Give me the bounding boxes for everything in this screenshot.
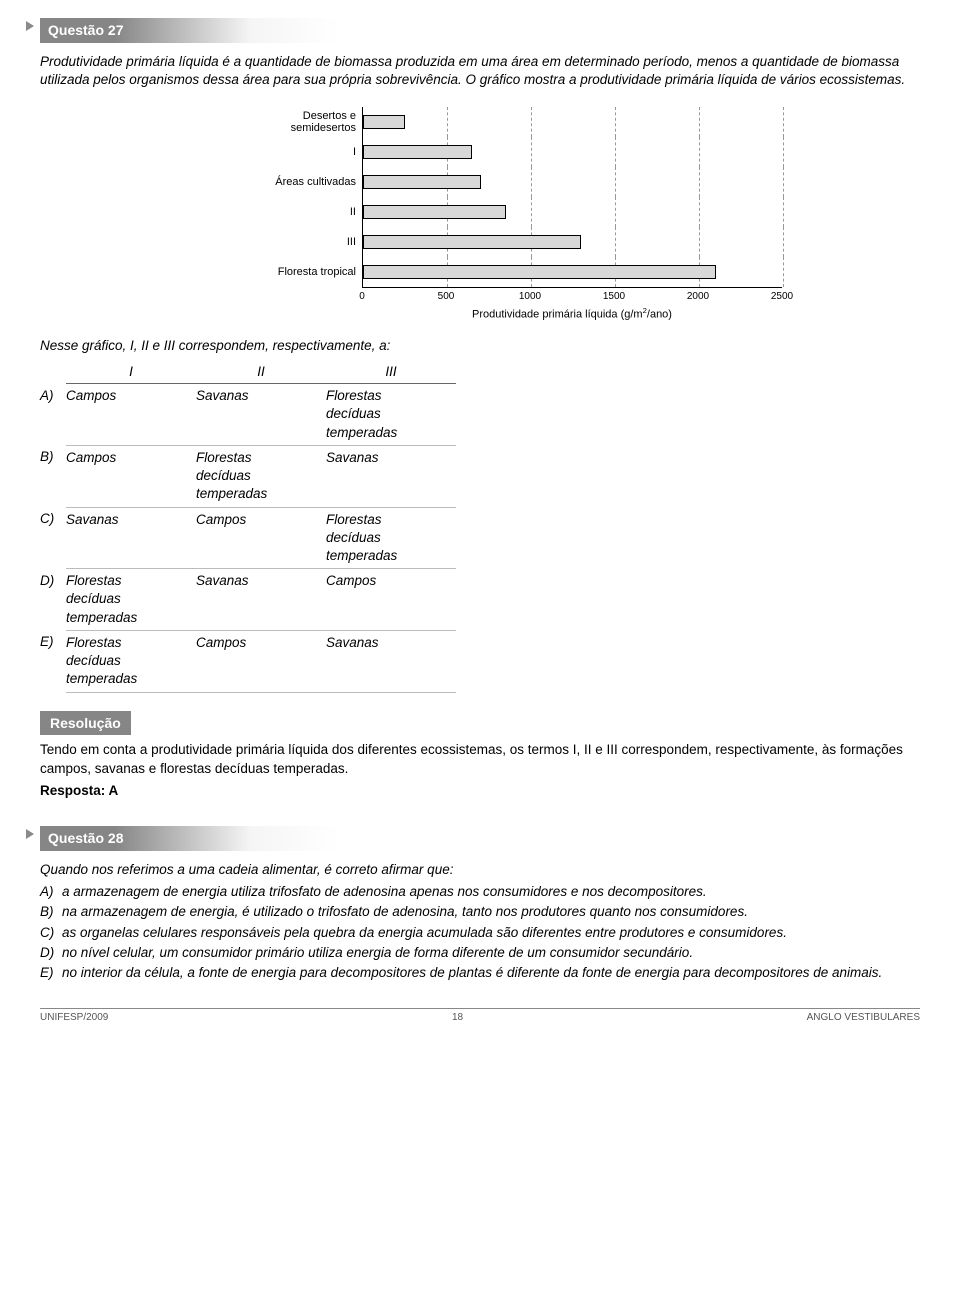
options-column-header: I bbox=[66, 361, 196, 384]
question-27-answer: Resposta: A bbox=[40, 782, 920, 800]
option-text: a armazenagem de energia utiliza trifosf… bbox=[62, 883, 707, 901]
option-letter: B) bbox=[40, 445, 66, 507]
question-28-option: E)no interior da célula, a fonte de ener… bbox=[40, 964, 920, 982]
chart-row: I bbox=[270, 137, 920, 167]
option-letter: C) bbox=[40, 924, 62, 942]
question-27-options-table: IIIIII A)CamposSavanasFlorestas decíduas… bbox=[40, 361, 456, 693]
chart-bar bbox=[363, 205, 506, 219]
chart-tick-label: 0 bbox=[359, 290, 365, 304]
option-row: C)SavanasCamposFlorestas decíduas temper… bbox=[40, 507, 456, 569]
option-cell: Florestas decíduas temperadas bbox=[66, 569, 196, 631]
chart-bar bbox=[363, 235, 581, 249]
chart-row: II bbox=[270, 197, 920, 227]
page-footer: UNIFESP/2009 18 ANGLO VESTIBULARES bbox=[40, 1008, 920, 1025]
chart-category-label: Desertos e semidesertos bbox=[270, 110, 362, 134]
footer-right: ANGLO VESTIBULARES bbox=[807, 1011, 920, 1025]
chart-plot-area bbox=[362, 137, 782, 167]
footer-page-number: 18 bbox=[452, 1011, 463, 1025]
option-row: B)CamposFlorestas decíduas temperadasSav… bbox=[40, 445, 456, 507]
option-cell: Savanas bbox=[196, 569, 326, 631]
option-cell: Campos bbox=[196, 507, 326, 569]
option-text: as organelas celulares responsáveis pela… bbox=[62, 924, 787, 942]
option-letter: A) bbox=[40, 384, 66, 446]
chart-category-label: II bbox=[270, 206, 362, 218]
chart-tick-label: 2000 bbox=[687, 290, 709, 304]
resolution-body: Tendo em conta a produtividade primária … bbox=[40, 741, 920, 777]
chart-row: Floresta tropical bbox=[270, 257, 920, 287]
chart-tick-label: 500 bbox=[438, 290, 455, 304]
options-column-header: III bbox=[326, 361, 456, 384]
question-28-option: D)no nível celular, um consumidor primár… bbox=[40, 944, 920, 962]
option-cell: Savanas bbox=[66, 507, 196, 569]
option-letter: D) bbox=[40, 569, 66, 631]
question-27-subprompt: Nesse gráfico, I, II e III correspondem,… bbox=[40, 337, 920, 355]
option-letter: A) bbox=[40, 883, 62, 901]
chart-row: III bbox=[270, 227, 920, 257]
question-28-header: Questão 28 bbox=[40, 826, 340, 851]
option-cell: Campos bbox=[66, 445, 196, 507]
chart-plot-area bbox=[362, 257, 782, 287]
chart-category-label: I bbox=[270, 146, 362, 158]
option-cell: Campos bbox=[196, 630, 326, 692]
productivity-bar-chart: Desertos e semidesertos I Áreas cultivadas… bbox=[270, 107, 920, 323]
chart-plot-area bbox=[362, 227, 782, 257]
option-row: D)Florestas decíduas temperadasSavanasCa… bbox=[40, 569, 456, 631]
chart-tick-label: 1000 bbox=[519, 290, 541, 304]
option-cell: Florestas decíduas temperadas bbox=[326, 507, 456, 569]
chart-category-label: III bbox=[270, 236, 362, 248]
chart-category-label: Floresta tropical bbox=[270, 266, 362, 278]
chart-tick-label: 1500 bbox=[603, 290, 625, 304]
chart-bar bbox=[363, 175, 481, 189]
option-cell: Savanas bbox=[196, 384, 326, 446]
options-column-header: II bbox=[196, 361, 326, 384]
chart-bar bbox=[363, 265, 716, 279]
resolution-header: Resolução bbox=[40, 711, 131, 736]
chart-row: Desertos e semidesertos bbox=[270, 107, 920, 137]
option-row: A)CamposSavanasFlorestas decíduas temper… bbox=[40, 384, 456, 446]
option-cell: Savanas bbox=[326, 630, 456, 692]
chart-category-label: Áreas cultivadas bbox=[270, 176, 362, 188]
option-letter: E) bbox=[40, 630, 66, 692]
option-text: no interior da célula, a fonte de energi… bbox=[62, 964, 882, 982]
chart-bar bbox=[363, 145, 472, 159]
question-28-options: A)a armazenagem de energia utiliza trifo… bbox=[40, 883, 920, 982]
chart-plot-area bbox=[362, 197, 782, 227]
option-text: na armazenagem de energia, é utilizado o… bbox=[62, 903, 748, 921]
chart-plot-area bbox=[362, 167, 782, 197]
option-cell: Campos bbox=[66, 384, 196, 446]
option-cell: Florestas decíduas temperadas bbox=[326, 384, 456, 446]
chart-plot-area bbox=[362, 107, 782, 137]
option-letter: D) bbox=[40, 944, 62, 962]
chart-row: Áreas cultivadas bbox=[270, 167, 920, 197]
option-letter: E) bbox=[40, 964, 62, 982]
question-28-stem: Quando nos referimos a uma cadeia alimen… bbox=[40, 861, 920, 879]
option-letter: B) bbox=[40, 903, 62, 921]
option-text: no nível celular, um consumidor primário… bbox=[62, 944, 693, 962]
question-28-option: C)as organelas celulares responsáveis pe… bbox=[40, 924, 920, 942]
option-cell: Savanas bbox=[326, 445, 456, 507]
footer-left: UNIFESP/2009 bbox=[40, 1011, 108, 1025]
chart-tick-label: 2500 bbox=[771, 290, 793, 304]
question-27-intro: Produtividade primária líquida é a quant… bbox=[40, 53, 920, 89]
chart-bar bbox=[363, 115, 405, 129]
option-cell: Florestas decíduas temperadas bbox=[66, 630, 196, 692]
option-row: E)Florestas decíduas temperadasCamposSav… bbox=[40, 630, 456, 692]
question-28-option: B)na armazenagem de energia, é utilizado… bbox=[40, 903, 920, 921]
option-cell: Florestas decíduas temperadas bbox=[196, 445, 326, 507]
option-letter: C) bbox=[40, 507, 66, 569]
chart-x-axis-label: Produtividade primária líquida (g/m2/ano… bbox=[362, 306, 782, 323]
question-28-option: A)a armazenagem de energia utiliza trifo… bbox=[40, 883, 920, 901]
question-27-header: Questão 27 bbox=[40, 18, 340, 43]
option-cell: Campos bbox=[326, 569, 456, 631]
